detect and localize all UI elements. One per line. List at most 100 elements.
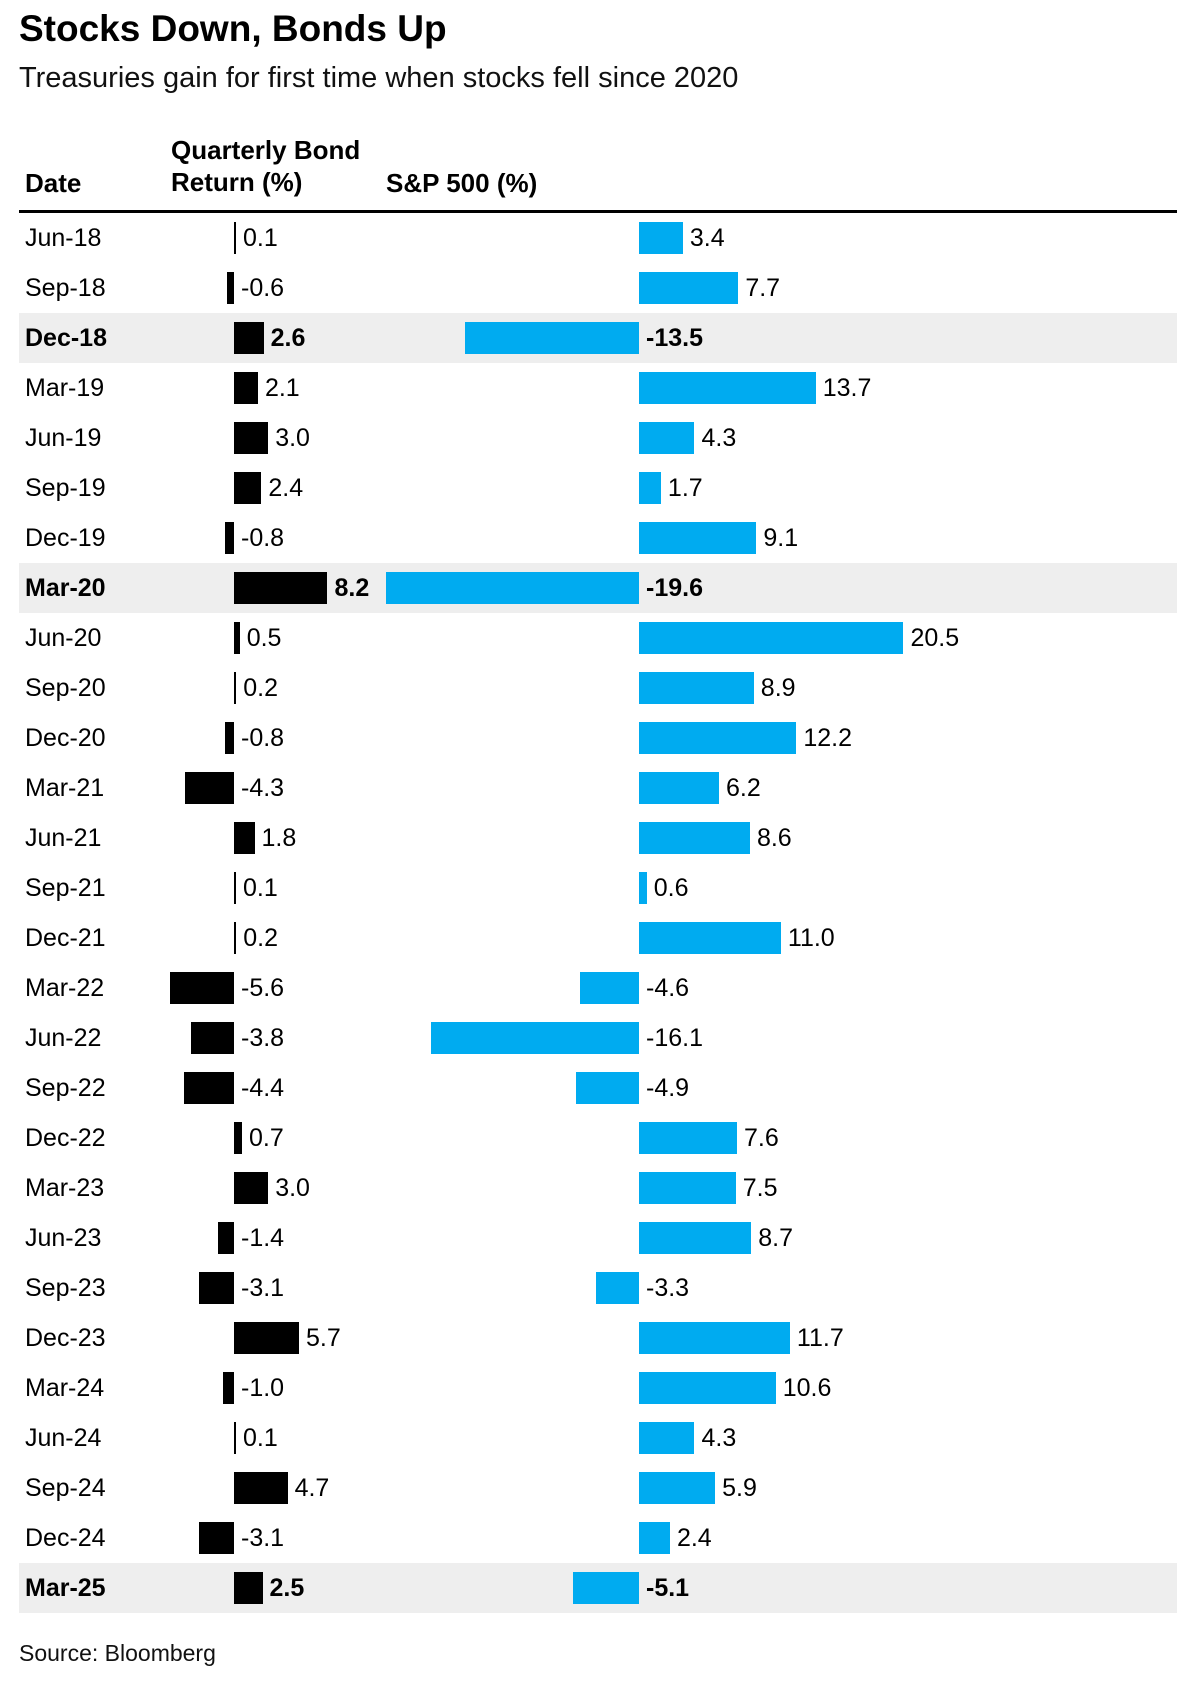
bond-return-value-label: -0.8 bbox=[241, 524, 285, 552]
table-row: Sep-23 -3.1 -3.3 bbox=[19, 1263, 1177, 1313]
table-row: Mar-23 3.0 7.5 bbox=[19, 1163, 1177, 1213]
bond-return-bar bbox=[234, 872, 236, 904]
date-label: Jun-24 bbox=[25, 1424, 102, 1452]
bond-return-bar bbox=[234, 1322, 299, 1354]
date-label: Dec-21 bbox=[25, 924, 106, 952]
bond-return-bar bbox=[234, 472, 262, 504]
bond-return-bar bbox=[190, 1022, 234, 1054]
sp500-return-bar bbox=[596, 1272, 639, 1304]
date-label: Sep-22 bbox=[25, 1074, 106, 1102]
bond-return-bar bbox=[183, 1072, 234, 1104]
sp500-return-value-label: 13.7 bbox=[822, 374, 872, 402]
bond-return-bar bbox=[218, 1222, 234, 1254]
sp500-return-value-label: 20.5 bbox=[910, 624, 960, 652]
date-label: Dec-23 bbox=[25, 1324, 106, 1352]
sp500-return-value-label: 0.6 bbox=[653, 874, 689, 902]
table-row: Dec-19 -0.8 9.1 bbox=[19, 513, 1177, 563]
sp500-return-bar bbox=[639, 222, 683, 254]
date-label: Mar-21 bbox=[25, 774, 105, 802]
bond-return-bar bbox=[224, 722, 234, 754]
date-label: Dec-18 bbox=[25, 324, 107, 352]
bond-return-value-label: 0.1 bbox=[243, 1424, 278, 1452]
table-row: Sep-21 0.1 0.6 bbox=[19, 863, 1177, 913]
date-label: Jun-21 bbox=[25, 824, 102, 852]
bond-return-value-label: -4.3 bbox=[241, 774, 285, 802]
sp500-return-value-label: -4.6 bbox=[646, 974, 690, 1002]
bond-return-value-label: -5.6 bbox=[241, 974, 285, 1002]
date-label: Sep-19 bbox=[25, 474, 106, 502]
table-row: Sep-22 -4.4 -4.9 bbox=[19, 1063, 1177, 1113]
sp500-return-bar bbox=[573, 1572, 639, 1604]
date-label: Sep-23 bbox=[25, 1274, 106, 1302]
bond-return-bar bbox=[234, 1572, 263, 1604]
table-row: Jun-19 3.0 4.3 bbox=[19, 413, 1177, 463]
bond-return-value-label: 3.0 bbox=[275, 424, 310, 452]
sp500-return-value-label: 7.7 bbox=[745, 274, 781, 302]
date-label: Jun-20 bbox=[25, 624, 102, 652]
bond-return-bar bbox=[234, 1122, 242, 1154]
bond-return-bar bbox=[234, 222, 236, 254]
table-row: Mar-22 -5.6 -4.6 bbox=[19, 963, 1177, 1013]
date-label: Jun-23 bbox=[25, 1224, 102, 1252]
bond-return-bar bbox=[234, 572, 328, 604]
sp500-return-bar bbox=[639, 522, 757, 554]
sp500-return-bar bbox=[639, 922, 781, 954]
sp500-return-bar bbox=[639, 1122, 738, 1154]
bond-return-value-label: 2.4 bbox=[268, 474, 304, 502]
sp500-return-value-label: 1.7 bbox=[667, 474, 703, 502]
sp500-return-value-label: 10.6 bbox=[782, 1374, 832, 1402]
sp500-return-bar bbox=[639, 1322, 790, 1354]
sp500-return-bar bbox=[639, 722, 797, 754]
table-row: Sep-18 -0.6 7.7 bbox=[19, 263, 1177, 313]
table-row: Dec-23 5.7 11.7 bbox=[19, 1313, 1177, 1363]
bond-return-bar bbox=[227, 272, 234, 304]
bond-return-bar bbox=[234, 672, 237, 704]
sp500-return-value-label: 8.9 bbox=[760, 674, 796, 702]
date-label: Mar-22 bbox=[25, 974, 105, 1002]
sp500-return-value-label: -16.1 bbox=[646, 1024, 703, 1052]
chart-title: Stocks Down, Bonds Up bbox=[19, 8, 447, 49]
sp500-return-value-label: 9.1 bbox=[763, 524, 799, 552]
sp500-return-value-label: 12.2 bbox=[803, 724, 853, 752]
bond-return-bar bbox=[234, 422, 269, 454]
date-label: Sep-24 bbox=[25, 1474, 106, 1502]
bond-return-value-label: 2.6 bbox=[270, 324, 306, 352]
sp500-return-value-label: -5.1 bbox=[646, 1574, 690, 1602]
table-row: Dec-24 -3.1 2.4 bbox=[19, 1513, 1177, 1563]
header-rule bbox=[19, 210, 1177, 213]
table-row: Dec-21 0.2 11.0 bbox=[19, 913, 1177, 963]
bond-return-value-label: -3.1 bbox=[241, 1524, 285, 1552]
bond-return-value-label: -1.0 bbox=[241, 1374, 285, 1402]
date-label: Jun-19 bbox=[25, 424, 102, 452]
sp500-return-bar bbox=[639, 672, 754, 704]
table-row: Jun-20 0.5 20.5 bbox=[19, 613, 1177, 663]
chart-rows: Jun-18 0.1 3.4 Sep-18 -0.6 7.7 Dec-18 2.6 -13.5 M… bbox=[0, 213, 1195, 1613]
bond-return-bar bbox=[222, 1372, 234, 1404]
table-row: Jun-21 1.8 8.6 bbox=[19, 813, 1177, 863]
bond-return-bar bbox=[198, 1522, 234, 1554]
table-row: Dec-22 0.7 7.6 bbox=[19, 1113, 1177, 1163]
table-row: Jun-24 0.1 4.3 bbox=[19, 1413, 1177, 1463]
bond-return-value-label: 0.2 bbox=[243, 924, 279, 952]
sp500-return-bar bbox=[639, 822, 750, 854]
date-label: Dec-19 bbox=[25, 524, 106, 552]
source-note: Source: Bloomberg bbox=[19, 1640, 216, 1666]
date-label: Sep-18 bbox=[25, 274, 106, 302]
bond-return-bar bbox=[234, 1172, 269, 1204]
bond-return-value-label: 0.1 bbox=[243, 874, 278, 902]
sp500-return-value-label: -4.9 bbox=[646, 1074, 690, 1102]
bond-return-value-label: -3.1 bbox=[241, 1274, 285, 1302]
bond-return-bar bbox=[234, 922, 237, 954]
bond-return-bar bbox=[170, 972, 234, 1004]
sp500-return-value-label: 7.6 bbox=[744, 1124, 779, 1152]
table-row: Sep-24 4.7 5.9 bbox=[19, 1463, 1177, 1513]
sp500-return-bar bbox=[464, 322, 639, 354]
bond-return-value-label: -0.8 bbox=[241, 724, 285, 752]
sp500-return-bar bbox=[639, 1522, 670, 1554]
sp500-return-bar bbox=[639, 1472, 716, 1504]
sp500-return-bar bbox=[639, 772, 719, 804]
sp500-return-value-label: 2.4 bbox=[676, 1524, 712, 1552]
sp500-return-bar bbox=[639, 622, 904, 654]
sp500-return-value-label: -3.3 bbox=[646, 1274, 690, 1302]
bond-return-value-label: 0.2 bbox=[243, 674, 279, 702]
